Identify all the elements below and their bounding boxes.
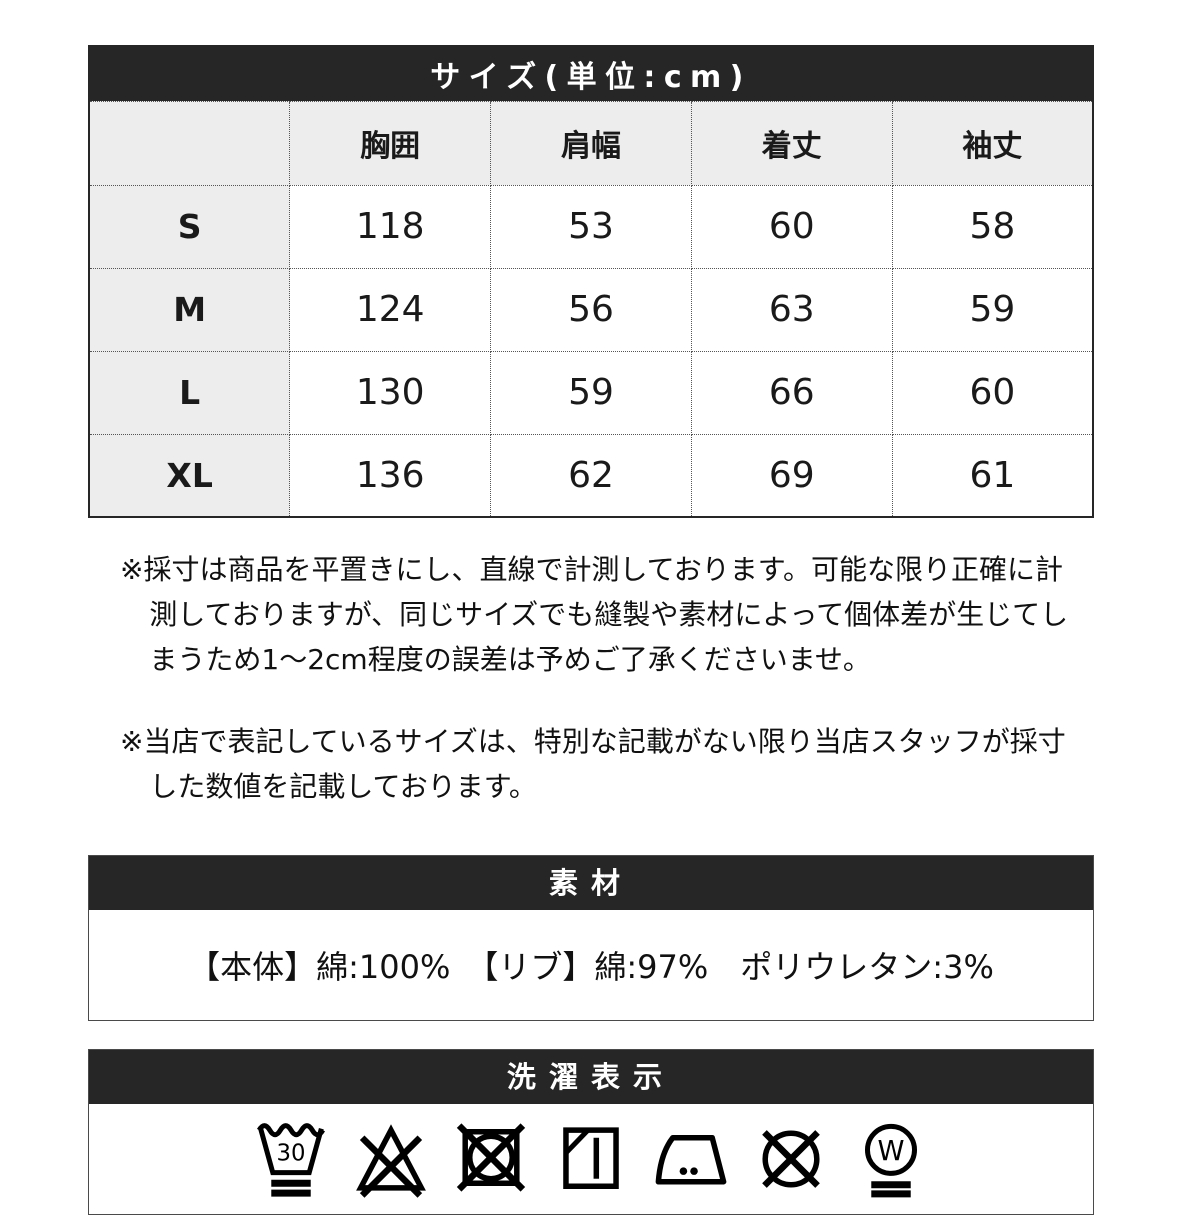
note-marker: ※ bbox=[120, 725, 144, 759]
col-header-sleeve: 袖丈 bbox=[891, 100, 1094, 186]
measurement-note: ※採寸は商品を平置きにし、直線で計測しております。可能な限り正確に計測しておりま… bbox=[120, 548, 1085, 682]
svg-text:W: W bbox=[878, 1136, 905, 1167]
note-marker: ※ bbox=[120, 553, 144, 586]
cell-value: 60 bbox=[690, 184, 893, 269]
cell-value: 130 bbox=[289, 350, 492, 435]
material-text: 【本体】綿:100% 【リブ】綿:97% ポリウレタン:3% bbox=[188, 947, 994, 986]
cell-value: 62 bbox=[490, 433, 692, 518]
do-not-dry-clean-icon bbox=[753, 1115, 829, 1203]
iron-medium-icon bbox=[653, 1115, 729, 1203]
size-label: M bbox=[88, 267, 291, 352]
cell-value: 56 bbox=[490, 267, 692, 352]
size-chart-page: サイズ(単位:cm) 胸囲 肩幅 着丈 袖丈 S 118 53 60 58 M … bbox=[88, 0, 1094, 1215]
cell-value: 66 bbox=[690, 350, 893, 435]
cell-value: 69 bbox=[690, 433, 893, 518]
corner-cell bbox=[88, 100, 291, 186]
col-header-chest: 胸囲 bbox=[289, 100, 492, 186]
table-row-s: S 118 53 60 58 bbox=[88, 184, 1094, 269]
washing-icons-row: 30 bbox=[89, 1103, 1093, 1214]
col-header-length: 着丈 bbox=[690, 100, 893, 186]
wet-clean-very-gentle-icon: W bbox=[853, 1115, 929, 1203]
cell-value: 59 bbox=[891, 267, 1094, 352]
size-table-title-row: サイズ(単位:cm) bbox=[88, 45, 1094, 102]
wash-30-very-gentle-icon: 30 bbox=[253, 1115, 329, 1203]
material-header: 素材 bbox=[89, 855, 1093, 910]
col-header-shoulder: 肩幅 bbox=[490, 100, 692, 186]
staff-measured-note: ※当店で表記しているサイズは、特別な記載がない限り当店スタッフが採寸した数値を記… bbox=[120, 720, 1085, 810]
material-body: 【本体】綿:100% 【リブ】綿:97% ポリウレタン:3% bbox=[89, 909, 1093, 1020]
size-table-title: サイズ(単位:cm) bbox=[88, 45, 1094, 102]
table-row-xl: XL 136 62 69 61 bbox=[88, 433, 1094, 518]
table-row-l: L 130 59 66 60 bbox=[88, 350, 1094, 435]
do-not-tumble-dry-icon bbox=[453, 1115, 529, 1203]
material-section: 素材 【本体】綿:100% 【リブ】綿:97% ポリウレタン:3% bbox=[88, 854, 1094, 1021]
note-text: 当店で表記しているサイズは、特別な記載がない限り当店スタッフが採寸した数値を記載… bbox=[143, 725, 1066, 804]
cell-value: 53 bbox=[490, 184, 692, 269]
cell-value: 136 bbox=[289, 433, 492, 518]
cell-value: 60 bbox=[891, 350, 1094, 435]
cell-value: 63 bbox=[690, 267, 893, 352]
table-row-m: M 124 56 63 59 bbox=[88, 267, 1094, 352]
cell-value: 61 bbox=[891, 433, 1094, 518]
cell-value: 118 bbox=[289, 184, 492, 269]
line-dry-in-shade-icon bbox=[553, 1115, 629, 1203]
svg-text:30: 30 bbox=[277, 1141, 306, 1167]
cell-value: 124 bbox=[289, 267, 492, 352]
size-label: L bbox=[88, 350, 291, 435]
washing-section: 洗濯表示 30 bbox=[88, 1048, 1094, 1215]
size-label: XL bbox=[88, 433, 291, 518]
do-not-bleach-icon bbox=[353, 1115, 429, 1203]
size-label: S bbox=[88, 184, 291, 269]
cell-value: 59 bbox=[490, 350, 692, 435]
size-table-header-row: 胸囲 肩幅 着丈 袖丈 bbox=[88, 100, 1094, 186]
washing-header: 洗濯表示 bbox=[89, 1049, 1093, 1104]
size-table: サイズ(単位:cm) 胸囲 肩幅 着丈 袖丈 S 118 53 60 58 M … bbox=[88, 45, 1094, 518]
cell-value: 58 bbox=[891, 184, 1094, 269]
note-text: 採寸は商品を平置きにし、直線で計測しております。可能な限り正確に計測しております… bbox=[143, 553, 1069, 676]
